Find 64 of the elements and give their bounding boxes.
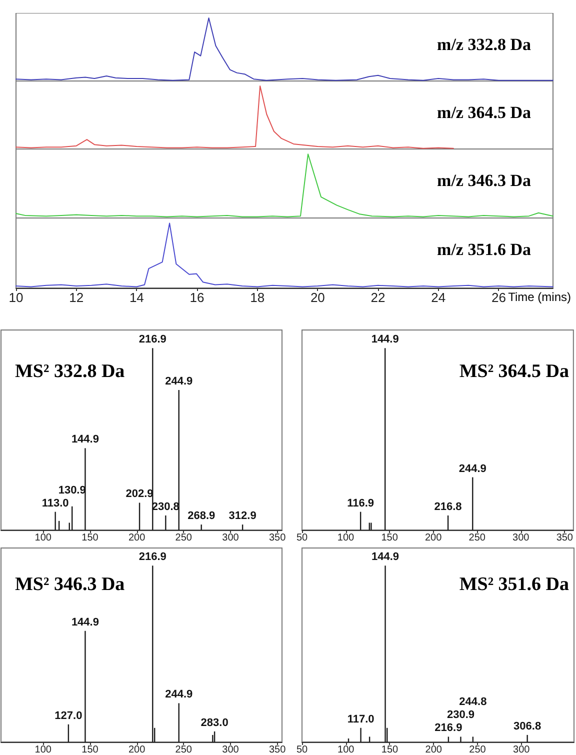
x-tick-label: 200 (128, 744, 146, 755)
x-tick-label: 300 (512, 532, 530, 544)
x-tick-label: 350 (268, 532, 286, 544)
x-tick-label: 20 (310, 290, 325, 305)
x-tick-label: 150 (82, 532, 99, 544)
x-tick-label: 250 (175, 744, 192, 755)
x-tick-label: 26 (491, 290, 506, 305)
annotation: 113.0 (42, 497, 69, 510)
x-tick-label: 200 (424, 532, 442, 544)
x-tick-label: 100 (34, 744, 52, 755)
annotation: 144.9 (71, 616, 99, 628)
annotation: 117.0 (347, 713, 374, 726)
annotation: 312.9 (228, 510, 256, 522)
annotation: 144.9 (371, 334, 399, 346)
text: m/z 332.8 Da (437, 35, 532, 54)
annotation: 230.9 (446, 709, 474, 722)
chart-title: MS² 351.6 Da (459, 574, 570, 595)
annotation: 216.9 (138, 334, 166, 346)
x-tick-label: 300 (222, 744, 240, 755)
x-tick-label: 16 (190, 290, 204, 305)
annotation: 216.9 (138, 551, 166, 564)
annotation: 283.0 (200, 716, 228, 729)
text: MS² 332.8 Da (15, 361, 126, 382)
x-tick-label: 150 (381, 532, 398, 544)
x-tick-label: 350 (268, 744, 286, 755)
annotation: 244.9 (165, 688, 193, 701)
x-tick-label: 350 (556, 532, 574, 544)
annotation: 216.9 (434, 722, 462, 734)
x-tick-label: 250 (175, 532, 192, 544)
annotation: 116.9 (347, 497, 374, 510)
x-tick-label: 150 (82, 744, 99, 755)
annotation: 268.9 (188, 510, 216, 522)
chart-title: MS² 346.3 Da (15, 574, 126, 595)
text: m/z 364.5 Da (437, 103, 532, 122)
x-tick-label: 100 (337, 532, 355, 544)
annotation: 244.8 (459, 696, 487, 708)
x-tick-label: 100 (338, 744, 355, 755)
text: m/z 346.3 Da (437, 171, 532, 190)
annotation: 244.9 (458, 462, 486, 475)
x-tick-label: 50 (296, 744, 308, 755)
x-tick-label: 100 (34, 532, 52, 544)
x-tick-label: 10 (8, 290, 24, 305)
x-axis-title: Time (mins) (508, 290, 572, 304)
x-tick-label: 22 (370, 290, 386, 305)
annotation: 306.8 (514, 720, 542, 732)
x-tick-label: 200 (425, 744, 442, 755)
x-tick-label: 250 (468, 532, 486, 544)
x-tick-label: 300 (222, 532, 240, 544)
annotation: 216.8 (434, 500, 462, 513)
x-tick-label: 150 (381, 744, 399, 755)
annotation: 244.9 (165, 376, 193, 388)
annotation: 144.9 (372, 551, 400, 564)
annotation: 127.0 (54, 710, 82, 722)
x-tick-label: 18 (250, 290, 265, 305)
x-tick-label: 24 (431, 290, 446, 305)
text: m/z 351.6 Da (437, 240, 532, 259)
text: MS² 364.5 Da (459, 361, 570, 382)
x-tick-label: 250 (469, 744, 486, 755)
x-tick-label: 50 (296, 532, 308, 544)
x-tick-label: 200 (128, 532, 146, 544)
x-tick-label: 12 (69, 290, 84, 305)
annotation: 144.9 (71, 434, 99, 446)
x-tick-label: 300 (513, 744, 530, 755)
x-tick-label: 14 (129, 290, 144, 305)
